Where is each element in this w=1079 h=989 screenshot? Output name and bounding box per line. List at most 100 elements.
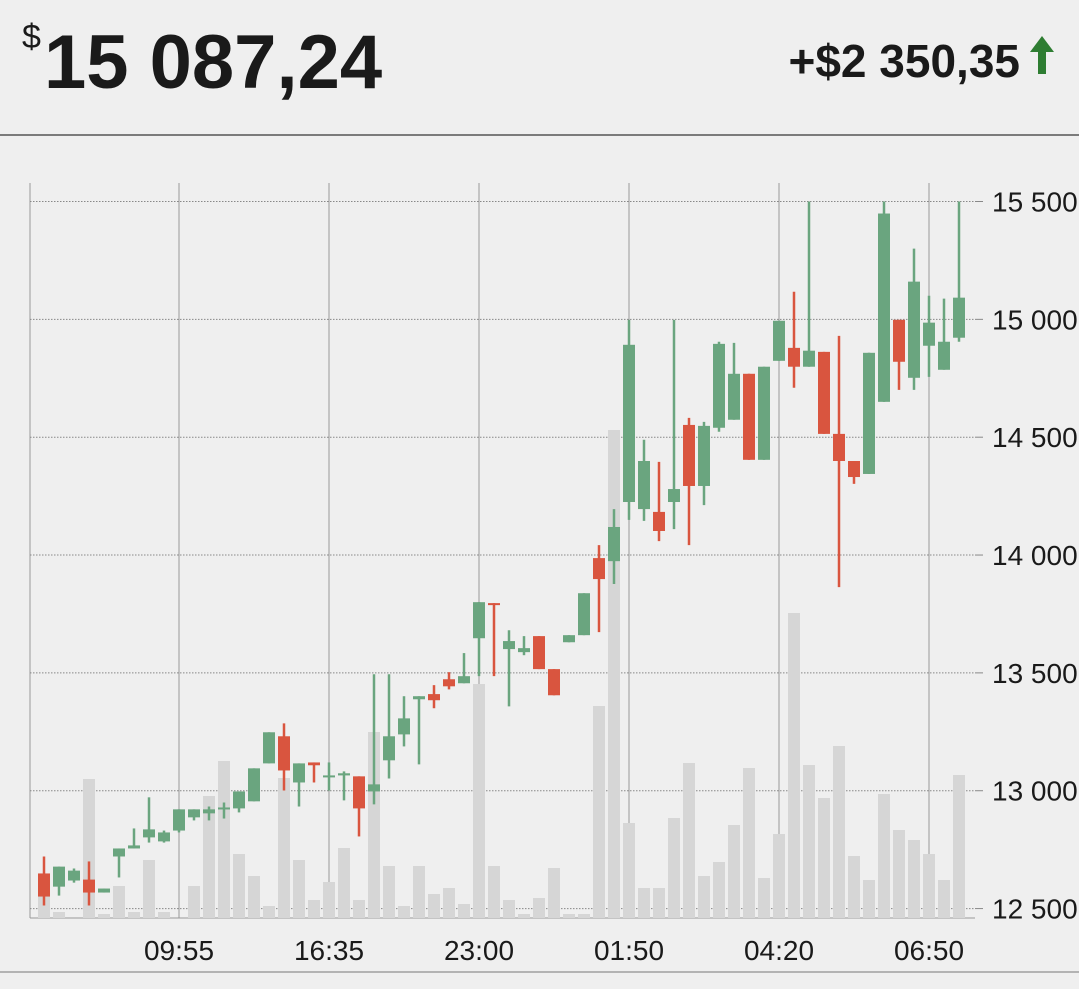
y-tick-label: 12 500	[992, 894, 1078, 925]
candle-body	[128, 845, 140, 849]
volume-bar	[938, 880, 950, 918]
candle-body	[743, 373, 755, 460]
volume-bar	[953, 775, 965, 918]
candle-body	[323, 775, 335, 778]
volume-bar	[893, 830, 905, 918]
x-tick-label: 23:00	[444, 935, 514, 966]
volume-bar	[698, 876, 710, 918]
candle-body	[98, 888, 110, 893]
volume-bar	[353, 900, 365, 918]
volume-bar	[428, 894, 440, 918]
volume-bar	[638, 888, 650, 918]
candle-body	[38, 873, 50, 897]
volume-bar	[218, 761, 230, 918]
candle-body	[383, 736, 395, 761]
volume-bar	[338, 848, 350, 918]
candle-body	[878, 213, 890, 402]
candle-body	[848, 460, 860, 478]
volume-bar	[368, 732, 380, 918]
candle-body	[728, 373, 740, 420]
volume-bar	[38, 896, 50, 918]
volume-bar	[563, 914, 575, 918]
x-tick-label: 09:55	[144, 935, 214, 966]
candle-body	[188, 809, 200, 818]
volume-bar	[683, 763, 695, 918]
candle-body	[353, 776, 365, 809]
candle-body	[803, 350, 815, 367]
candle-body	[668, 489, 680, 503]
volume-bar	[803, 765, 815, 918]
volume-bar	[518, 914, 530, 918]
x-tick-label: 04:20	[744, 935, 814, 966]
candle-body	[773, 320, 785, 361]
volume-bar	[188, 886, 200, 918]
volume-bar	[758, 878, 770, 918]
candle-body	[338, 773, 350, 776]
candle-body	[608, 526, 620, 562]
volume-bar	[548, 868, 560, 918]
candle-body	[233, 791, 245, 809]
candle-body	[863, 352, 875, 474]
volume-bar	[293, 860, 305, 918]
y-tick-label: 14 500	[992, 422, 1078, 453]
volume-bar	[53, 912, 65, 918]
y-tick-label: 14 000	[992, 540, 1078, 571]
candle-body	[263, 732, 275, 764]
volume-bar	[773, 834, 785, 918]
volume-bar	[488, 866, 500, 918]
candle-body	[53, 866, 65, 887]
volume-bar	[833, 746, 845, 918]
candle-body	[833, 433, 845, 461]
candle-body	[518, 648, 530, 653]
candle-body	[653, 511, 665, 531]
candle-body	[158, 832, 170, 842]
volume-bar	[323, 882, 335, 918]
volume-bar	[308, 900, 320, 918]
x-tick-label: 01:50	[594, 935, 664, 966]
candle-body	[953, 297, 965, 338]
candle-body	[308, 762, 320, 766]
volume-bar	[203, 796, 215, 918]
volume-bar	[608, 430, 620, 918]
volume-bar	[533, 898, 545, 918]
candle-body	[698, 425, 710, 486]
up-arrow	[1030, 36, 1054, 74]
candle-body	[908, 281, 920, 378]
price-change: +$2 350,35	[788, 35, 1020, 87]
volume-bar	[623, 823, 635, 918]
volume-bar	[263, 906, 275, 918]
volume-bar	[668, 818, 680, 918]
candle-body	[488, 603, 500, 606]
candle-body	[293, 763, 305, 783]
candle-body	[113, 848, 125, 857]
volume-bar	[713, 862, 725, 918]
candle-body	[758, 366, 770, 460]
volume-bar	[503, 900, 515, 918]
currency-symbol: $	[22, 18, 41, 56]
y-tick-label: 15 500	[992, 186, 1078, 217]
volume-bar	[788, 613, 800, 918]
volume-bar	[743, 768, 755, 918]
volume-bar	[848, 856, 860, 918]
candle-body	[368, 784, 380, 792]
volume-bar	[908, 840, 920, 918]
x-tick-label: 06:50	[894, 935, 964, 966]
volume-bar	[578, 914, 590, 918]
volume-bar	[413, 866, 425, 918]
volume-bar	[128, 912, 140, 918]
candle-body	[143, 829, 155, 838]
candle-body	[938, 341, 950, 370]
candle-body	[203, 809, 215, 814]
volume-bar	[233, 854, 245, 918]
candle-body	[893, 319, 905, 362]
candle-body	[638, 460, 650, 510]
volume-bar	[593, 706, 605, 918]
candle-body	[173, 809, 185, 831]
candle-body	[413, 696, 425, 700]
volume-bar	[473, 684, 485, 918]
y-tick-label: 13 500	[992, 658, 1078, 689]
volume-bar	[98, 914, 110, 918]
candle-body	[533, 636, 545, 670]
candle-body	[623, 344, 635, 503]
